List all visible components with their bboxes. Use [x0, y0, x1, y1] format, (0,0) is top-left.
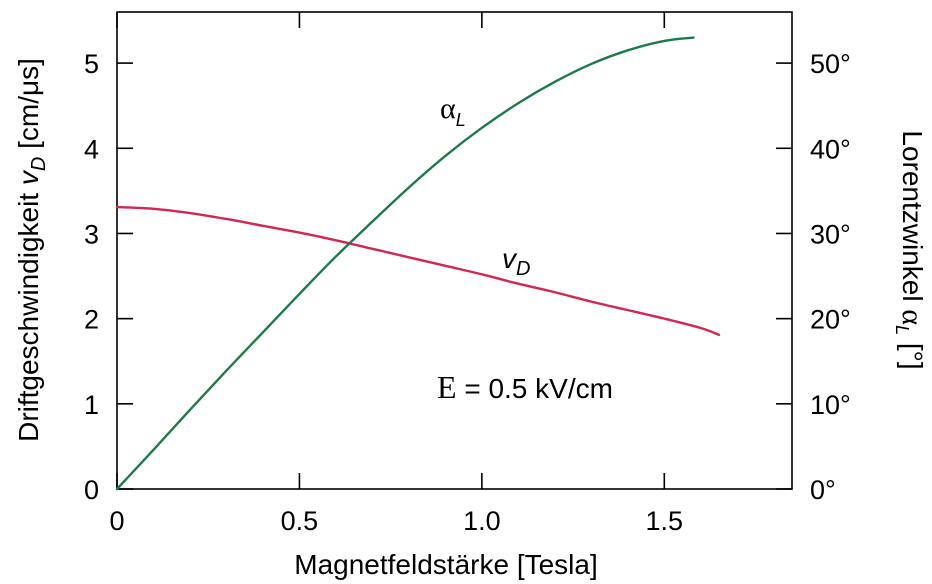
y-tick-label: 3 [84, 219, 99, 249]
alpha-l-subscript: L [456, 110, 466, 130]
field-annotation-text: = 0.5 kV/cm [457, 373, 613, 404]
y2-axis-label: Lorentzwinkel αL [°] [892, 130, 929, 369]
field-annotation-symbol: E [437, 369, 457, 405]
y2-axis-label-prefix: Lorentzwinkel [897, 130, 928, 309]
alpha-l-series-label: αL [440, 92, 466, 130]
y-axis-label-suffix: [cm/μs] [13, 58, 44, 157]
series-layer [117, 38, 719, 489]
y2-axis-label-symbol: α [896, 309, 929, 325]
y-axis-ticks: 0 1 2 3 4 5 [84, 49, 133, 505]
vd-curve [117, 207, 719, 335]
y2-tick-label: 40° [810, 134, 851, 164]
alpha-l-curve [117, 38, 693, 489]
vd-series-label: vD [502, 243, 530, 280]
y-axis-label: Driftgeschwindigkeit vD [cm/μs] [13, 58, 50, 442]
y2-tick-label: 0° [810, 475, 836, 505]
vd-subscript: D [516, 258, 530, 280]
y2-axis-ticks: 0° 10° 20° 30° 40° 50° [776, 49, 851, 505]
y-tick-label: 0 [84, 475, 99, 505]
y-tick-label: 5 [84, 49, 99, 79]
x-tick-label: 1.5 [646, 506, 684, 536]
y2-axis-label-subscript: L [892, 325, 912, 335]
y2-axis-label-suffix: [°] [897, 335, 928, 370]
y-tick-label: 2 [84, 305, 99, 335]
alpha-l-symbol: α [440, 92, 456, 125]
x-tick-label: 0 [109, 506, 124, 536]
x-axis-label: Magnetfeldstärke [Tesla] [294, 549, 598, 580]
x-tick-label: 1.0 [463, 506, 501, 536]
y-axis-label-subscript: D [28, 157, 50, 171]
x-axis-ticks: 0 0.5 1.0 1.5 [109, 12, 683, 536]
y2-tick-label: 50° [810, 49, 851, 79]
y-tick-label: 1 [84, 390, 99, 420]
y2-tick-label: 30° [810, 219, 851, 249]
y2-tick-label: 20° [810, 305, 851, 335]
y-tick-label: 4 [84, 134, 99, 164]
plot-frame [117, 12, 792, 489]
field-annotation: E = 0.5 kV/cm [437, 369, 613, 405]
x-tick-label: 0.5 [281, 506, 319, 536]
y2-tick-label: 10° [810, 390, 851, 420]
y-axis-label-prefix: Driftgeschwindigkeit [13, 185, 44, 442]
